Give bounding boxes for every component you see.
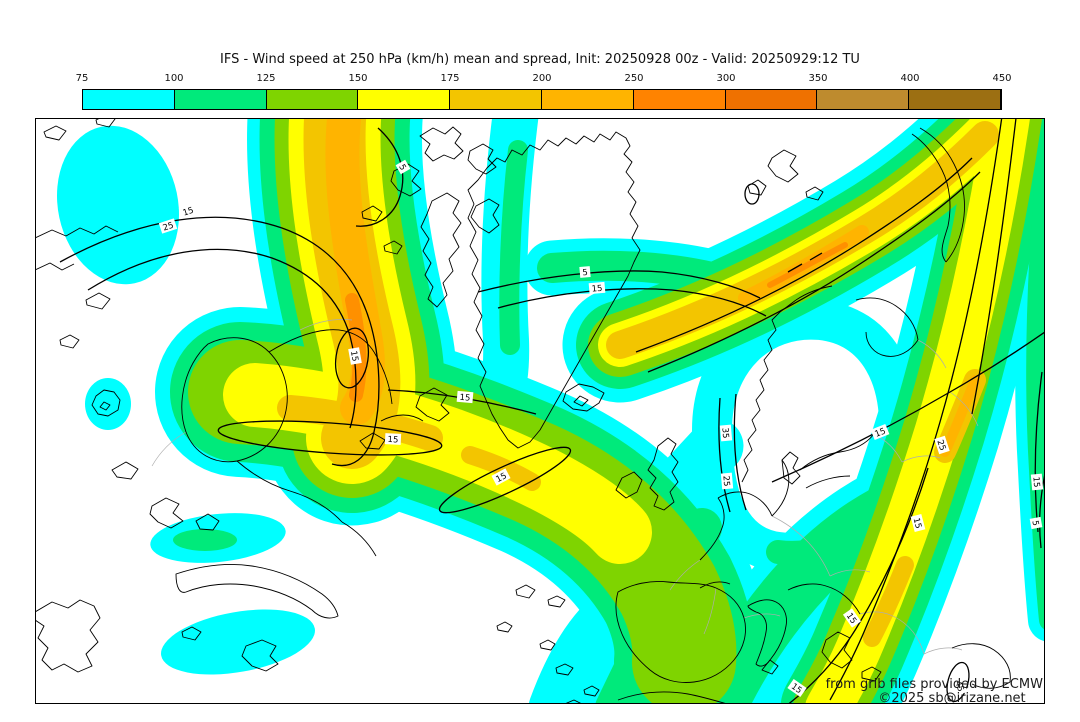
svg-text:35: 35 — [719, 427, 730, 439]
colorbar-tick-label: 300 — [716, 73, 736, 84]
contour-label: 25 — [720, 472, 734, 490]
svg-text:15: 15 — [494, 471, 508, 485]
colorbar-tick-label: 400 — [900, 73, 920, 84]
contour-label: 5 — [395, 159, 411, 175]
svg-text:25: 25 — [934, 439, 947, 452]
colorbar-segment — [817, 90, 910, 109]
svg-text:25: 25 — [720, 475, 731, 487]
credit-copyright: ©2025 sb@irizane.net — [878, 691, 1025, 706]
svg-text:25: 25 — [162, 221, 175, 234]
svg-text:15: 15 — [874, 426, 888, 439]
colorbar-segment — [358, 90, 451, 109]
colorbar-segment — [725, 90, 818, 109]
contour-label: 45 — [952, 676, 968, 696]
contour-label: 5 — [579, 266, 591, 278]
svg-text:15: 15 — [591, 284, 603, 295]
colorbar-segment — [541, 90, 634, 109]
spread-contours — [59, 118, 1045, 704]
coastlines — [35, 118, 1011, 704]
contour-label: 15 — [1030, 473, 1044, 491]
svg-text:15: 15 — [459, 393, 471, 404]
contour-label: 15 — [456, 390, 474, 404]
colorbar-segment — [909, 90, 1001, 109]
contour-label: 15 — [178, 203, 198, 219]
colorbar-tick-label: 250 — [624, 73, 644, 84]
svg-text:15: 15 — [1030, 476, 1041, 488]
contour-label: 35 — [719, 424, 733, 442]
svg-text:15: 15 — [387, 435, 398, 446]
colorbar-segment — [174, 90, 267, 109]
windspeed-fill-layers — [56, 95, 1050, 708]
svg-text:5: 5 — [396, 163, 407, 173]
colorbar-tick-label: 175 — [440, 73, 460, 84]
credit-source: from grib files provided by ECMWF — [826, 677, 1051, 692]
contour-label: 15 — [870, 423, 890, 441]
contour-label: 5 — [1029, 516, 1043, 530]
svg-text:5: 5 — [1029, 520, 1040, 527]
colorbar-segment — [450, 90, 542, 109]
colorbar-legend: 75 100 125 150 175 200 250 300 350 400 450 — [76, 73, 1012, 110]
colorbar-tick-label: 125 — [256, 73, 276, 84]
colorbar-segment — [633, 90, 726, 109]
contour-label: 25 — [934, 435, 950, 455]
contour-label: 15 — [348, 347, 362, 365]
colorbar-segment — [83, 90, 175, 109]
svg-text:45: 45 — [952, 680, 965, 693]
svg-text:15: 15 — [182, 206, 195, 219]
contour-label: 15 — [384, 433, 402, 446]
colorbar-segment — [266, 90, 359, 109]
colorbar-tick-label: 450 — [992, 73, 1012, 84]
colorbar-tick-label: 100 — [164, 73, 184, 84]
svg-text:15: 15 — [911, 517, 923, 530]
colorbar-tick-label: 200 — [532, 73, 552, 84]
contour-label: 15 — [911, 513, 926, 533]
page-title: IFS - Wind speed at 250 hPa (km/h) mean … — [220, 52, 860, 67]
contour-label: 15 — [588, 281, 606, 295]
contour-label: 15 — [491, 468, 511, 486]
svg-text:5: 5 — [582, 268, 588, 278]
contour-label: 25 — [158, 218, 178, 234]
colorbar-tick-label: 75 — [75, 73, 89, 84]
colorbar-tick-label: 150 — [348, 73, 368, 84]
colorbar-tick-label: 350 — [808, 73, 828, 84]
map-frame — [35, 118, 1045, 704]
svg-text:15: 15 — [348, 350, 360, 362]
country-borders — [151, 319, 979, 655]
